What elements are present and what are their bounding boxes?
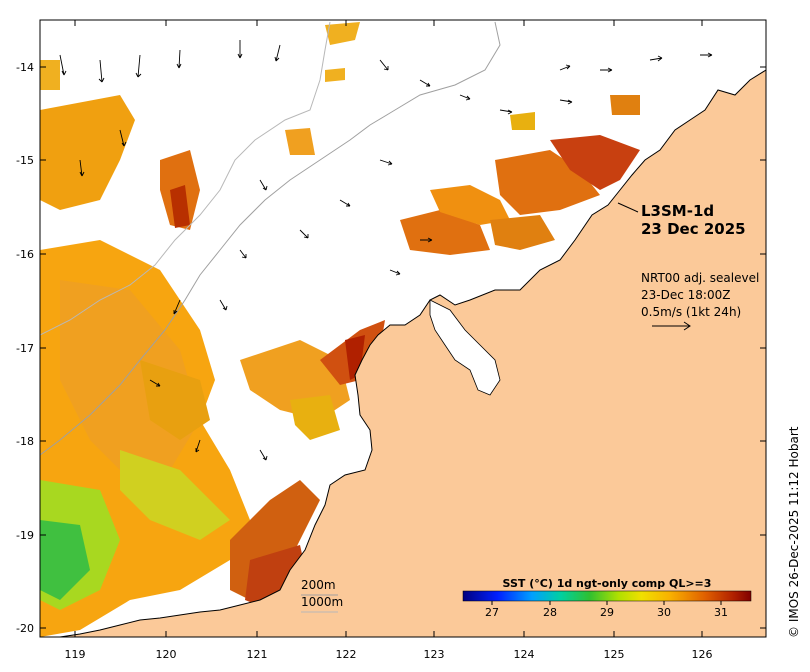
product-label: L3SM-1d (641, 202, 714, 220)
sst-field (40, 22, 640, 637)
colorbar-tick-label: 28 (543, 606, 557, 619)
colorbar (462, 590, 752, 602)
lat-tick-label: -15 (16, 154, 34, 167)
map-frame (39, 19, 767, 638)
colorbar-tick-label: 27 (485, 606, 499, 619)
current-time-label: 23-Dec 18:00Z (641, 288, 730, 302)
lon-tick-label: 119 (65, 648, 86, 661)
lon-tick-label: 123 (424, 648, 445, 661)
contour-1000-label: 1000m (301, 595, 343, 609)
lon-tick-label: 126 (692, 648, 713, 661)
lon-axis: 119 120 121 122 123 124 125 126 (65, 20, 713, 661)
current-vectors (59, 40, 713, 461)
land-mass (59, 69, 766, 637)
lat-tick-label: -20 (16, 622, 34, 635)
lon-tick-label: 124 (514, 648, 535, 661)
label-pointer (617, 202, 639, 213)
colorbar-title: SST (°C) 1d ngt-only comp QL>=3 (503, 577, 712, 590)
current-source-label: NRT00 adj. sealevel (641, 271, 759, 285)
scale-vector-label: 0.5m/s (1kt 24h) (641, 305, 741, 319)
lat-tick-label: -19 (16, 529, 34, 542)
contour-1000m (40, 21, 331, 336)
lat-tick-label: -14 (16, 61, 34, 74)
colorbar-tick-label: 30 (657, 606, 671, 619)
lon-tick-label: 122 (336, 648, 357, 661)
contour-200-label: 200m (301, 578, 336, 592)
lon-tick-label: 121 (247, 648, 268, 661)
lat-tick-label: -17 (16, 342, 34, 355)
lon-tick-label: 125 (604, 648, 625, 661)
peninsula (429, 299, 501, 396)
lon-tick-label: 120 (156, 648, 177, 661)
colorbar-ticks: 27 28 29 30 31 (485, 601, 728, 619)
scale-arrow-icon (652, 321, 691, 331)
lat-tick-label: -18 (16, 435, 34, 448)
lat-tick-label: -16 (16, 248, 34, 261)
credit-text: © IMOS 26-Dec-2025 11:12 Hobart (787, 426, 801, 638)
lat-axis: -14 -15 -16 -17 -18 -19 -20 (16, 61, 766, 635)
colorbar-tick-label: 31 (714, 606, 728, 619)
date-label: 23 Dec 2025 (641, 220, 746, 238)
contour-200m (40, 21, 501, 456)
colorbar-tick-label: 29 (600, 606, 614, 619)
